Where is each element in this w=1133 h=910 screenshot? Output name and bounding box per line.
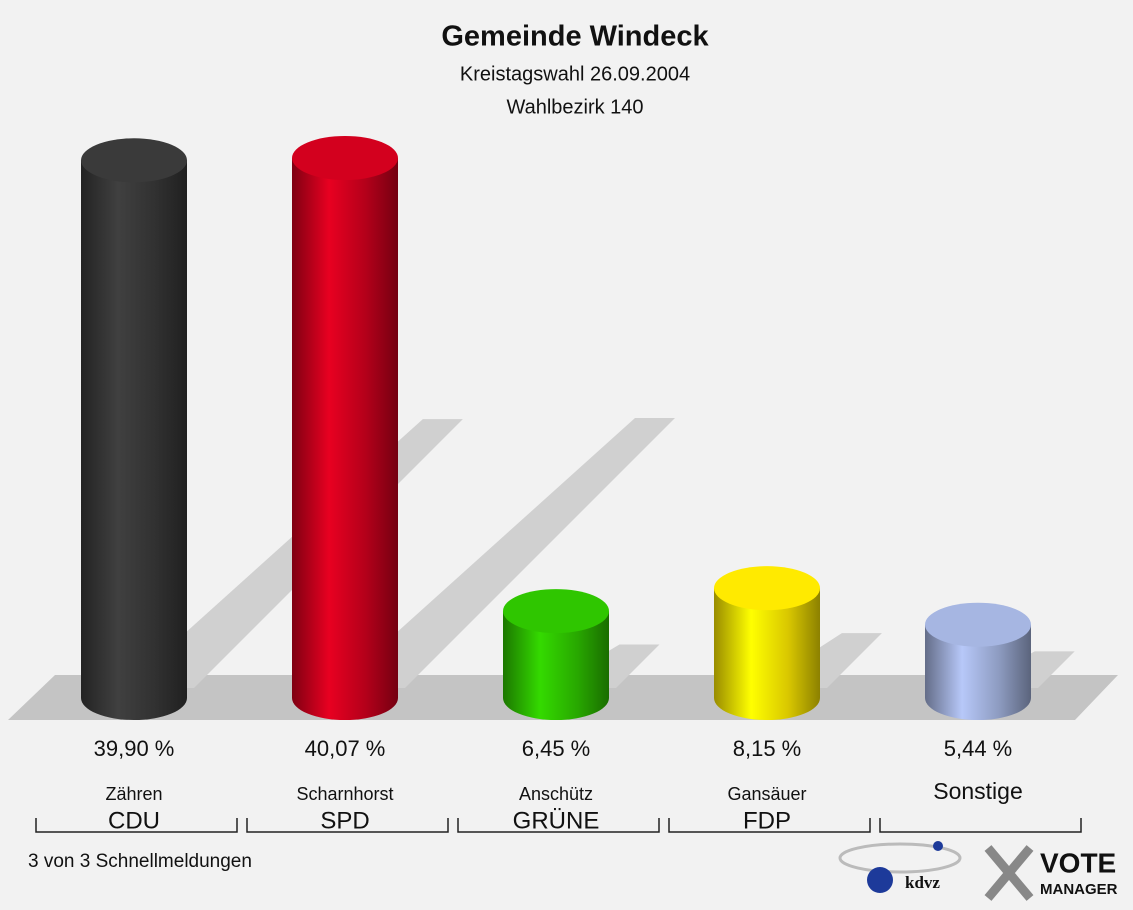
bar-top — [503, 589, 609, 634]
bar — [503, 589, 609, 720]
logo-ball — [867, 867, 893, 893]
bar-body — [925, 624, 1031, 720]
bar — [925, 602, 1031, 720]
category-label: GRÜNE — [513, 807, 600, 834]
category-label: SPD — [320, 807, 369, 834]
bar-body — [714, 588, 820, 720]
candidate-label: Anschütz — [519, 784, 593, 804]
bar-body — [292, 158, 398, 720]
bar-shadow — [335, 418, 675, 688]
bar-top — [81, 138, 187, 183]
logo: kdvz VOTE MANAGER — [838, 841, 1118, 901]
category-label: CDU — [108, 807, 160, 834]
value-label: 5,44 % — [944, 736, 1013, 761]
footer: 3 von 3 Schnellmeldungen — [28, 851, 252, 872]
bar — [292, 136, 398, 720]
candidate-label: Sonstige — [933, 778, 1023, 804]
bracket — [35, 818, 238, 833]
category-label: FDP — [743, 807, 791, 834]
value-label: 39,90 % — [94, 736, 175, 761]
chart-title: Gemeinde Windeck — [441, 21, 709, 53]
bar-top — [292, 136, 398, 180]
value-label: 6,45 % — [522, 736, 591, 761]
logo-brand: kdvz — [905, 873, 940, 892]
bracket — [246, 818, 449, 833]
candidate-label: Zähren — [105, 784, 162, 804]
chart-subtitle: Wahlbezirk 140 — [506, 96, 643, 118]
candidate-label: Scharnhorst — [296, 784, 393, 804]
logo-vote: VOTE — [1040, 847, 1116, 878]
bracket — [457, 818, 660, 833]
bar — [81, 138, 187, 720]
candidate-label: Gansäuer — [727, 784, 806, 804]
logo-manager: MANAGER — [1040, 881, 1118, 898]
chart-subtitle: Kreistagswahl 26.09.2004 — [460, 63, 690, 85]
bar — [714, 566, 820, 720]
bracket — [668, 818, 871, 833]
value-label: 8,15 % — [733, 736, 802, 761]
bar-top — [714, 566, 820, 611]
bar-body — [81, 160, 187, 720]
logo-ball — [933, 841, 943, 851]
bar-body — [503, 611, 609, 720]
logo-cross — [984, 845, 1034, 901]
bracket — [879, 818, 1082, 833]
bar-top — [925, 602, 1031, 647]
value-label: 40,07 % — [305, 736, 386, 761]
logo-swoosh — [838, 842, 962, 874]
